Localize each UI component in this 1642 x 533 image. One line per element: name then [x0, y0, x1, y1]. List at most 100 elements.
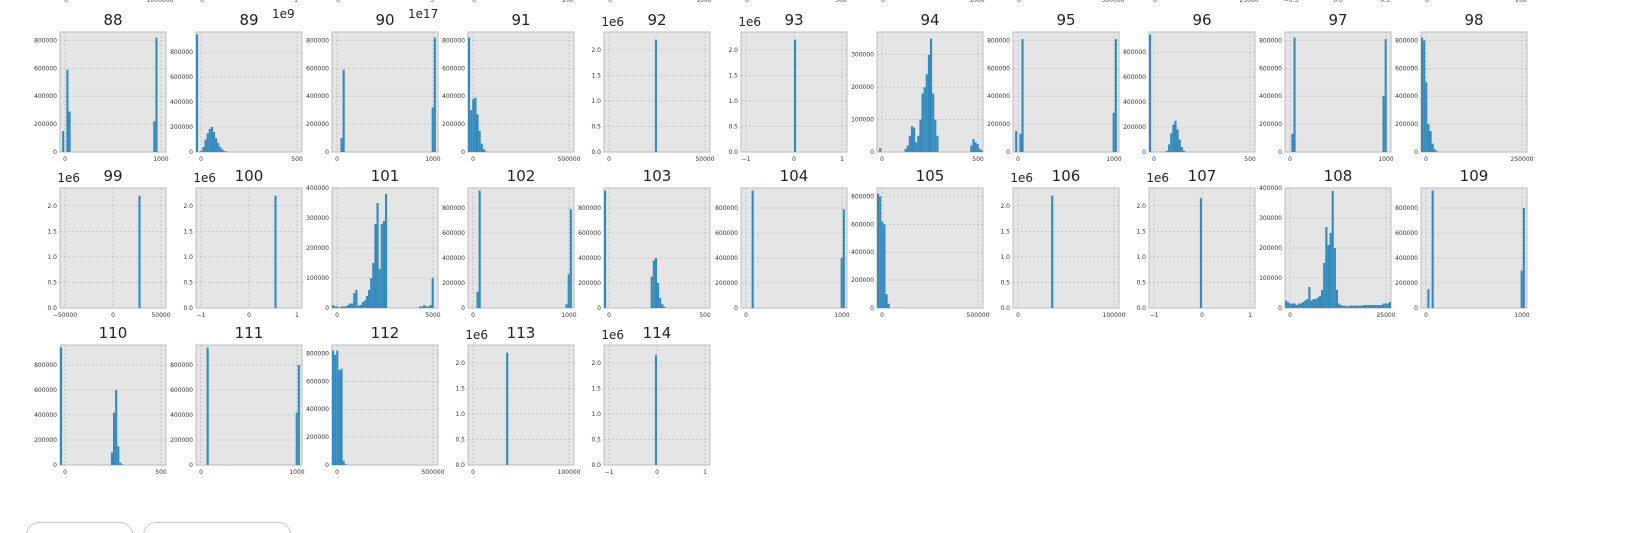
- y-tick-label: 200000: [715, 280, 738, 287]
- plot-area: [59, 31, 167, 153]
- bar: [1352, 305, 1355, 308]
- bar: [840, 258, 843, 308]
- x-tick-label: 0: [335, 469, 339, 476]
- bar: [1357, 305, 1360, 308]
- y-tick-label: 400000: [170, 412, 193, 419]
- bar: [429, 305, 432, 308]
- bar: [119, 462, 122, 465]
- bar: [155, 37, 158, 153]
- x-tick-label: 0: [792, 156, 796, 163]
- bar: [1331, 191, 1334, 308]
- bar: [1149, 34, 1152, 152]
- y-tick-label: 400000: [306, 93, 329, 100]
- bar: [208, 128, 211, 152]
- bar: [476, 114, 479, 152]
- y-tick-label: 800000: [442, 37, 465, 44]
- bar: [970, 145, 973, 152]
- plot-area: [467, 344, 575, 466]
- bar: [1346, 306, 1349, 308]
- bar: [1287, 302, 1290, 308]
- y-tick-label: 800000: [170, 362, 193, 369]
- bar: [1520, 270, 1523, 308]
- y-tick-label: 600000: [34, 387, 57, 394]
- tick-label: 0: [745, 0, 749, 4]
- y-tick-label: 0.5: [591, 436, 601, 443]
- plot-title: 91: [511, 11, 530, 29]
- scale-exponent: 1e6: [465, 328, 488, 342]
- y-tick-label: 200000: [1395, 121, 1418, 128]
- bar: [68, 111, 71, 152]
- tick-label: 0: [200, 0, 204, 4]
- x-tick-label: 0: [63, 156, 67, 163]
- x-tick-label: 0: [880, 312, 884, 319]
- y-tick-label: 800000: [442, 205, 465, 212]
- bar: [1421, 37, 1424, 153]
- bar: [1015, 131, 1018, 152]
- y-tick-label: 200000: [851, 277, 874, 284]
- y-tick-label: 0.5: [47, 279, 57, 286]
- bar: [650, 276, 653, 308]
- bar: [1314, 299, 1317, 308]
- bar: [212, 132, 216, 152]
- plot-title: 95: [1056, 11, 1075, 29]
- y-tick-label: 2.0: [47, 203, 57, 210]
- y-tick-label: 200000: [1259, 121, 1282, 128]
- tick-label: 0: [1425, 0, 1429, 4]
- x-tick-label: 0: [199, 156, 203, 163]
- bar: [913, 127, 916, 152]
- bar: [1359, 305, 1362, 308]
- bar: [842, 209, 845, 308]
- bar: [376, 203, 379, 308]
- bar: [936, 135, 939, 152]
- bar: [1369, 305, 1372, 308]
- bar: [1051, 195, 1054, 308]
- histogram-105: 0 200000 400000 600000 800000 0 500000 105: [851, 167, 990, 319]
- y-tick-label: 1.5: [1000, 228, 1010, 235]
- bar: [1165, 150, 1169, 152]
- bar: [1384, 38, 1387, 152]
- scale-exponent: 1e6: [193, 171, 216, 185]
- x-tick-label: 0: [471, 469, 475, 476]
- x-tick-label: 0: [111, 312, 115, 319]
- tick-label: 200: [562, 0, 574, 4]
- x-tick-label: −1: [1150, 312, 1159, 319]
- bar: [569, 209, 572, 308]
- plot-title: 103: [643, 167, 672, 185]
- bar: [1425, 82, 1428, 152]
- y-tick-label: 800000: [34, 362, 57, 369]
- x-tick-label: 0: [1152, 156, 1156, 163]
- prev-row-ticks: 0 1000000: [64, 0, 173, 4]
- x-tick-label: 0: [471, 156, 475, 163]
- bar: [654, 258, 657, 308]
- plot-title: 114: [643, 324, 672, 342]
- bar: [336, 306, 339, 308]
- y-tick-label: 1.0: [591, 98, 601, 105]
- plot-title: 94: [920, 11, 939, 29]
- y-tick-label: 600000: [987, 65, 1010, 72]
- x-tick-label: 25000: [1376, 312, 1395, 319]
- y-tick-label: 0.5: [1000, 279, 1010, 286]
- bar: [1378, 305, 1381, 308]
- bar: [879, 148, 882, 152]
- bar: [340, 138, 343, 152]
- tick-label: 500000: [1102, 0, 1125, 4]
- y-tick-label: 0: [1278, 149, 1282, 156]
- toolbar-button-b[interactable]: [143, 522, 291, 533]
- bar: [110, 452, 113, 465]
- prev-row-ticks: 0 1000: [608, 0, 712, 4]
- toolbar-button-a[interactable]: [26, 522, 133, 533]
- bar: [342, 460, 345, 465]
- y-tick-label: 400000: [442, 255, 465, 262]
- x-tick-label: 500: [155, 469, 167, 476]
- prev-row-ticks: 0 1000: [881, 0, 985, 4]
- histogram-102: 0 200000 400000 600000 800000 0 1000 102: [442, 167, 577, 319]
- bar: [470, 110, 473, 152]
- histogram-97: 0 200000 400000 600000 800000 0 1000 97: [1259, 11, 1394, 163]
- y-tick-label: 1.5: [591, 385, 601, 392]
- bar: [906, 145, 909, 152]
- histogram-104: 0 200000 400000 600000 800000 0 1000 104: [715, 167, 850, 319]
- x-tick-label: 0: [247, 312, 251, 319]
- bar: [368, 290, 371, 308]
- y-tick-label: 400000: [170, 99, 193, 106]
- bar: [478, 131, 481, 152]
